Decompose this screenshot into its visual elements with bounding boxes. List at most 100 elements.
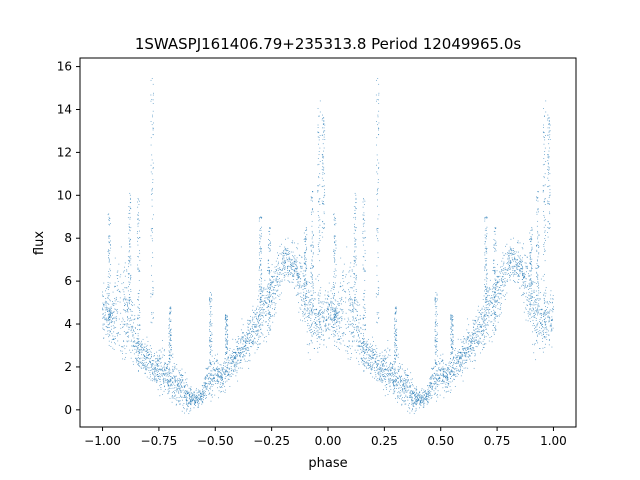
scatter-point	[515, 264, 517, 266]
scatter-point	[298, 281, 300, 283]
scatter-point	[258, 330, 260, 332]
scatter-point	[108, 344, 110, 346]
scatter-point	[498, 287, 500, 288]
scatter-point	[442, 375, 444, 377]
scatter-point	[526, 299, 528, 301]
scatter-point	[139, 346, 141, 347]
scatter-point	[151, 355, 152, 357]
scatter-point	[433, 377, 435, 379]
scatter-point	[416, 402, 418, 404]
scatter-point	[190, 399, 192, 400]
scatter-point	[342, 312, 344, 314]
scatter-point	[243, 358, 245, 360]
scatter-point	[487, 290, 488, 292]
scatter-point	[502, 290, 503, 292]
scatter-point	[510, 262, 512, 264]
scatter-point	[516, 272, 518, 274]
scatter-point	[172, 395, 173, 396]
scatter-point	[423, 389, 425, 391]
scatter-point	[193, 402, 195, 404]
scatter-point	[102, 291, 104, 293]
scatter-point	[247, 350, 249, 351]
scatter-point	[458, 362, 460, 363]
scatter-point	[415, 403, 417, 405]
scatter-point	[355, 309, 357, 311]
scatter-point	[242, 343, 244, 345]
scatter-point	[233, 370, 234, 372]
scatter-point	[146, 368, 148, 370]
scatter-point	[250, 346, 251, 347]
scatter-point	[345, 297, 347, 299]
scatter-point	[457, 338, 459, 340]
scatter-point	[430, 393, 431, 395]
scatter-point	[120, 312, 122, 314]
scatter-point	[549, 318, 551, 320]
scatter-point	[479, 316, 481, 318]
scatter-point	[497, 296, 499, 297]
scatter-point	[407, 379, 409, 380]
scatter-point	[221, 380, 223, 381]
scatter-point	[235, 358, 236, 360]
scatter-point	[421, 388, 423, 390]
scatter-point	[518, 251, 519, 253]
scatter-point	[477, 316, 479, 318]
scatter-point	[158, 375, 160, 377]
scatter-point	[507, 268, 509, 270]
scatter-point	[389, 369, 391, 371]
scatter-point	[190, 409, 192, 411]
scatter-point	[122, 346, 124, 348]
scatter-point	[180, 387, 181, 389]
scatter-point	[406, 386, 408, 387]
scatter-point	[255, 316, 257, 318]
scatter-point	[226, 365, 228, 366]
scatter-point	[106, 307, 107, 309]
scatter-point	[175, 386, 177, 388]
scatter-point	[159, 354, 161, 356]
scatter-point	[107, 295, 109, 297]
scatter-point	[260, 298, 262, 300]
scatter-point	[333, 336, 335, 338]
scatter-point	[212, 384, 214, 386]
scatter-point	[480, 333, 482, 335]
scatter-point	[156, 363, 158, 365]
scatter-point	[336, 307, 338, 309]
scatter-point	[322, 312, 324, 314]
scatter-point	[208, 382, 210, 384]
scatter-point	[198, 391, 200, 393]
scatter-point	[339, 327, 340, 329]
scatter-point	[117, 280, 119, 282]
scatter-point	[479, 338, 481, 340]
scatter-point	[291, 267, 292, 269]
scatter-point	[371, 368, 373, 370]
scatter-point	[436, 384, 438, 386]
scatter-point	[484, 320, 486, 321]
scatter-point	[318, 336, 320, 338]
scatter-point	[292, 266, 294, 267]
scatter-point	[112, 311, 114, 313]
scatter-point	[536, 295, 537, 296]
scatter-point	[112, 304, 114, 306]
scatter-point	[418, 398, 420, 400]
scatter-point	[276, 276, 278, 278]
scatter-point	[108, 327, 110, 328]
scatter-point	[490, 321, 492, 323]
scatter-point	[160, 351, 162, 353]
scatter-point	[382, 371, 384, 373]
scatter-point	[210, 394, 212, 396]
scatter-point	[217, 371, 219, 373]
scatter-point	[133, 329, 134, 331]
scatter-point	[105, 319, 107, 320]
scatter-point	[125, 298, 127, 300]
scatter-point	[251, 334, 252, 335]
scatter-point	[274, 307, 276, 309]
scatter-point	[167, 385, 169, 387]
scatter-point	[271, 303, 273, 305]
scatter-point	[392, 366, 394, 368]
scatter-point	[141, 344, 143, 346]
scatter-point	[472, 341, 474, 342]
scatter-point	[137, 357, 139, 359]
scatter-point	[552, 308, 554, 310]
scatter-point	[105, 297, 107, 299]
scatter-point	[332, 309, 334, 311]
scatter-point	[477, 309, 479, 311]
